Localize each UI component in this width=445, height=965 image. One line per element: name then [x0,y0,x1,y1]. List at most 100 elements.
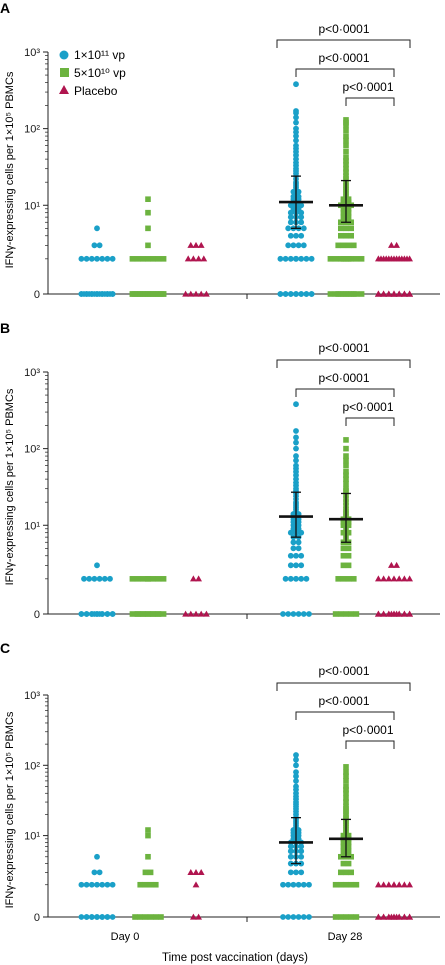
data-point [343,225,349,232]
data-point [290,539,297,546]
data-point [280,611,286,617]
data-point [99,881,106,888]
data-point [300,611,307,617]
data-point [155,576,162,582]
data-point [107,291,113,297]
data-point [348,611,354,617]
data-point [308,291,315,297]
data-point [140,256,146,262]
y-tick-label: 10³ [24,47,40,59]
data-point [345,562,352,569]
data-point [340,199,347,205]
data-point [348,853,354,860]
data-point [293,552,299,559]
significance-bracket [276,682,411,691]
data-point [109,611,116,617]
data-point [293,434,299,441]
data-point [94,255,100,262]
panel-c-marks [78,752,413,920]
data-point [145,209,151,216]
data-point [298,255,305,262]
data-point [140,576,146,582]
data-point [195,575,202,582]
data-point [345,209,352,216]
data-point [345,860,352,867]
data-point [340,832,347,839]
panel-a-legend: 1×10¹¹ vp 5×10¹⁰ vp Placebo [59,48,126,98]
data-point [192,610,200,617]
data-point [277,291,284,297]
data-point [287,869,294,876]
data-point [343,764,349,770]
data-point [134,611,141,617]
data-point [293,119,299,126]
data-point [287,232,294,239]
data-point [298,219,305,226]
data-point [104,255,111,262]
data-point [345,529,352,536]
data-point [293,769,299,776]
data-point [293,445,299,452]
data-point [406,881,413,888]
data-point [145,576,151,582]
data-point [401,610,408,617]
data-point [197,868,205,875]
data-point [94,853,100,860]
data-point [287,291,294,297]
data-point [109,255,116,262]
data-point [298,843,305,850]
data-point [395,881,403,888]
data-point [160,576,167,582]
data-point [390,290,398,297]
data-point [287,853,294,860]
data-point [300,881,307,888]
y-tick-label: 10² [24,760,40,772]
data-point [343,814,349,821]
data-point [388,255,395,262]
data-point [340,256,347,262]
data-point [343,790,349,797]
data-point [385,575,393,582]
data-point [298,853,305,860]
data-point [327,291,334,297]
data-point [187,290,195,297]
data-point [145,225,151,232]
data-point [343,914,349,920]
data-point [107,575,113,582]
data-point [338,853,344,860]
data-point [104,881,111,888]
p-value-label: p<0·0001 [318,22,369,36]
data-point [353,881,360,888]
data-point [345,522,352,529]
data-point [83,914,90,920]
data-point [293,114,299,121]
data-point [353,256,360,262]
data-point [280,914,286,920]
data-point [375,881,382,888]
y-tick-label: 10³ [24,367,40,379]
data-point [390,575,398,582]
data-point [88,881,95,888]
data-point [129,576,136,582]
data-point [343,799,349,805]
data-point [375,575,382,582]
p-value-label: p<0·0001 [342,400,393,414]
significance-bracket [276,359,411,368]
data-point [338,232,344,239]
data-point [142,914,149,920]
data-point [340,562,347,569]
data-point [298,869,305,876]
data-point [343,165,349,172]
data-point [158,291,164,297]
data-point [293,869,299,876]
data-point [343,137,349,144]
data-point [345,214,352,220]
x-axis-title: Time post vaccination (days) [162,952,308,964]
data-point [358,291,365,297]
data-point [293,439,299,446]
x-category-day0: Day 0 [111,931,140,943]
p-value-label: p<0·0001 [318,51,369,65]
significance-bracket [276,39,411,48]
data-point [388,610,395,617]
